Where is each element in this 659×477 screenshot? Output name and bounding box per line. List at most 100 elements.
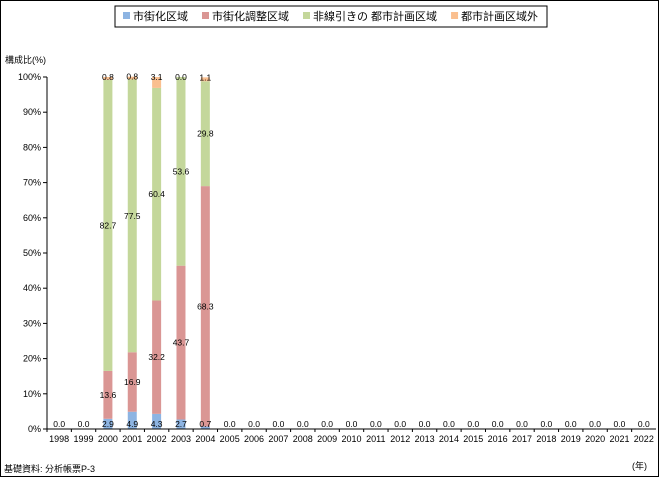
data-label: 4.9 (126, 419, 138, 429)
y-tick-label: 70% (23, 178, 41, 188)
data-label: 0.0 (297, 419, 309, 429)
x-tick-label: 2021 (609, 434, 629, 444)
data-label: 4.3 (151, 419, 163, 429)
y-tick-label: 10% (23, 389, 41, 399)
legend-entry: 市街化調整区域 (212, 9, 289, 23)
x-tick-label: 2014 (439, 434, 459, 444)
legend-box (114, 5, 548, 28)
data-label: 68.3 (197, 301, 214, 311)
data-label: 0.0 (321, 419, 333, 429)
y-tick-label: 60% (23, 213, 41, 223)
x-tick-label: 2003 (171, 434, 191, 444)
bar-segment (103, 370, 113, 419)
data-label: 0.7 (199, 419, 211, 429)
x-tick-label: 2000 (98, 434, 118, 444)
data-label: 2.7 (175, 419, 187, 429)
y-axis-ticks: 0% 10% 20% 30% 40% 50% 60% 70% 80% 90% 100% (18, 72, 47, 434)
bar-segment (200, 81, 210, 187)
x-tick-label: 2008 (293, 434, 313, 444)
data-label: 0.0 (53, 419, 65, 429)
data-label: 0.0 (346, 419, 358, 429)
x-tick-label: 2016 (488, 434, 508, 444)
data-label: 0.0 (248, 419, 260, 429)
bar-segment (200, 426, 210, 429)
data-label: 0.8 (126, 72, 138, 82)
data-label: 53.6 (173, 166, 190, 176)
data-label: 16.9 (124, 377, 141, 387)
legend-entry: 市街化区域 (133, 9, 188, 23)
legend-swatch (451, 12, 459, 19)
data-label: 0.0 (516, 419, 528, 429)
bar-segment (127, 76, 137, 80)
source-note: 基礎資料: 分析帳票P-3 (4, 463, 95, 474)
bar-segment (176, 265, 186, 420)
data-label: 0.0 (78, 419, 90, 429)
y-tick-label: 0% (28, 424, 41, 434)
bar-segment (200, 186, 210, 427)
x-tick-label: 2019 (561, 434, 581, 444)
x-tick-label: 1999 (74, 434, 94, 444)
data-label: 2.9 (102, 419, 114, 429)
x-tick-label: 2018 (536, 434, 556, 444)
legend-swatch (303, 12, 310, 19)
y-tick-label: 20% (23, 354, 41, 364)
data-label: 77.5 (124, 211, 141, 221)
x-tick-label: 2005 (220, 434, 240, 444)
x-tick-label: 2012 (390, 434, 410, 444)
y-tick-label: 80% (23, 142, 41, 152)
y-tick-label: 100% (18, 72, 41, 82)
bar-segment (127, 411, 137, 429)
data-labels: 0.0 0.0 2.9 13.6 82.7 0.8 4.9 16.9 77.5 0.8 4.3 32.… (53, 72, 650, 429)
data-label: 13.6 (100, 390, 117, 400)
legend: 市街化区域 市街化調整区域 非線引きの 都市計画区域 都市計画区域外 (114, 5, 548, 28)
x-tick-label: 2013 (415, 434, 435, 444)
bar-segment (103, 77, 113, 80)
bar-segment (176, 419, 186, 429)
data-label: 0.0 (614, 419, 626, 429)
bar-segment (103, 418, 113, 429)
x-tick-label: 2002 (147, 434, 167, 444)
y-tick-label: 50% (23, 248, 41, 258)
data-label: 60.4 (148, 189, 165, 199)
x-axis-ticks: 1998 1999 2000 2001 2002 2003 2004 2005 2006 2007… (46, 429, 654, 444)
data-label: 1.1 (199, 72, 211, 82)
x-tick-label: 2006 (244, 434, 264, 444)
x-tick-label: 2004 (195, 434, 215, 444)
data-label: 3.1 (151, 72, 163, 82)
y-tick-label: 40% (23, 283, 41, 293)
bar-segment (152, 87, 162, 301)
data-label: 0.0 (175, 72, 187, 82)
y-axis-title: 構成比(%) (5, 54, 46, 65)
y-tick-label: 90% (23, 107, 41, 117)
data-label: 0.0 (443, 419, 455, 429)
data-label: 43.7 (173, 338, 190, 348)
x-tick-label: 2017 (512, 434, 532, 444)
data-label: 0.0 (419, 419, 431, 429)
x-tick-label: 2010 (341, 434, 361, 444)
x-tick-label: 2009 (317, 434, 337, 444)
bar-segment (152, 300, 162, 414)
data-label: 0.8 (102, 72, 114, 82)
legend-entry: 非線引きの 都市計画区域 (313, 9, 437, 23)
bar-segment (152, 413, 162, 429)
data-label: 0.0 (589, 419, 601, 429)
data-label: 0.0 (224, 419, 236, 429)
data-label: 0.0 (273, 419, 285, 429)
bar-segment (103, 79, 113, 371)
bar-segment (152, 77, 162, 88)
x-tick-label: 1998 (49, 434, 69, 444)
bar-segment (127, 352, 137, 412)
data-label: 0.0 (565, 419, 577, 429)
data-label: 82.7 (100, 220, 117, 230)
y-tick-label: 30% (23, 318, 41, 328)
data-label: 0.0 (467, 419, 479, 429)
x-tick-label: 2022 (634, 434, 654, 444)
data-label: 0.0 (638, 419, 650, 429)
x-tick-label: 2015 (463, 434, 483, 444)
x-tick-label: 2020 (585, 434, 605, 444)
data-label: 0.0 (492, 419, 504, 429)
bar-segment (127, 79, 137, 353)
data-label: 29.8 (197, 129, 214, 139)
bar-segment (200, 77, 210, 82)
